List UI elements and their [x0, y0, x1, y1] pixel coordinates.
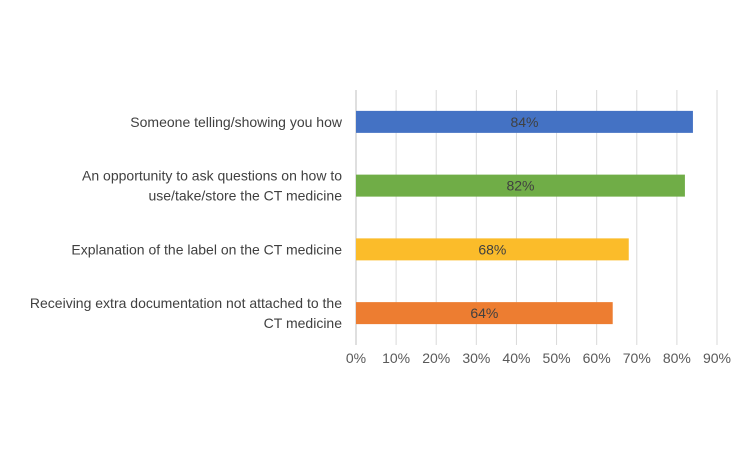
x-tick-label: 40% — [502, 350, 530, 366]
data-label: 68% — [478, 241, 506, 257]
category-label: An opportunity to ask questions on how t… — [82, 168, 342, 184]
category-label: Explanation of the label on the CT medic… — [71, 241, 342, 257]
x-tick-label: 10% — [382, 350, 410, 366]
x-tick-label: 20% — [422, 350, 450, 366]
x-tick-label: 0% — [346, 350, 366, 366]
x-tick-label: 90% — [703, 350, 731, 366]
data-label: 64% — [470, 305, 498, 321]
category-labels: Someone telling/showing you how An opport… — [30, 114, 343, 331]
category-label: Someone telling/showing you how — [130, 114, 343, 130]
bar — [356, 302, 613, 325]
data-label: 82% — [506, 178, 534, 194]
category-label: CT medicine — [264, 315, 343, 331]
bar — [356, 238, 629, 261]
category-label: use/take/store the CT medicine — [148, 188, 342, 204]
data-label: 84% — [510, 114, 538, 130]
bar — [356, 110, 693, 133]
x-tick-label: 70% — [623, 350, 651, 366]
x-tick-label: 60% — [583, 350, 611, 366]
x-tick-label: 80% — [663, 350, 691, 366]
category-label: Receiving extra documentation not attach… — [30, 295, 342, 311]
x-tick-label: 50% — [543, 350, 571, 366]
bars: 84% 82% 68% 64% — [356, 110, 693, 325]
bar — [356, 174, 685, 197]
x-tick-label: 30% — [462, 350, 490, 366]
x-axis-tick-labels: 0% 10% 20% 30% 40% 50% 60% 70% 80% 90% — [346, 350, 731, 366]
